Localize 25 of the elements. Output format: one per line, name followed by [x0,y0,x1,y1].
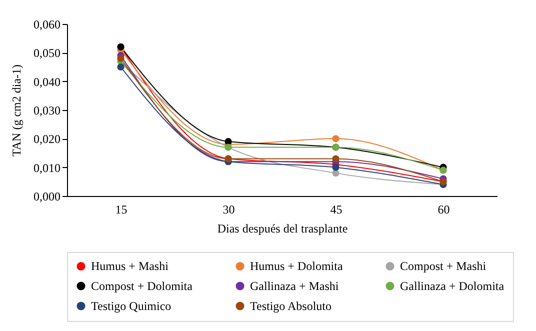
point [332,155,340,162]
x-tick-label: 15 [115,202,128,216]
legend-label: Testigo Quimico [91,299,172,313]
x-tick-label: 60 [438,202,450,216]
legend-label: Testigo Absoluto [250,299,332,313]
y-tick-label: 0,010 [34,160,60,175]
legend-label: Gallinaza + Mashi [250,279,340,293]
y-tick-label: 0,020 [34,132,60,146]
point [117,54,124,62]
legend-label: Humus + Mashi [91,259,170,274]
y-tick-label: 0,030 [34,104,60,118]
legend-label: Compost + Dolomita [91,279,194,293]
point [117,63,124,71]
x-axis-title: Dias después del trasplante [217,222,348,236]
y-tick-label: 0,040 [34,74,60,89]
y-tick-label: 0,060 [34,18,60,32]
x-tick-label: 30 [222,202,235,216]
x-tick-label: 45 [330,202,342,216]
legend-label: Compost + Mashi [400,259,487,274]
y-tick-label: 0,050 [34,46,60,60]
y-axis-title: TAN (g cm2 dia-1) [10,64,24,157]
point [332,135,340,142]
legend-label: Humus + Dolomita [250,259,344,274]
y-tick-label: 0,000 [34,190,60,204]
legend-label: Gallinaza + Dolomita [400,279,505,293]
